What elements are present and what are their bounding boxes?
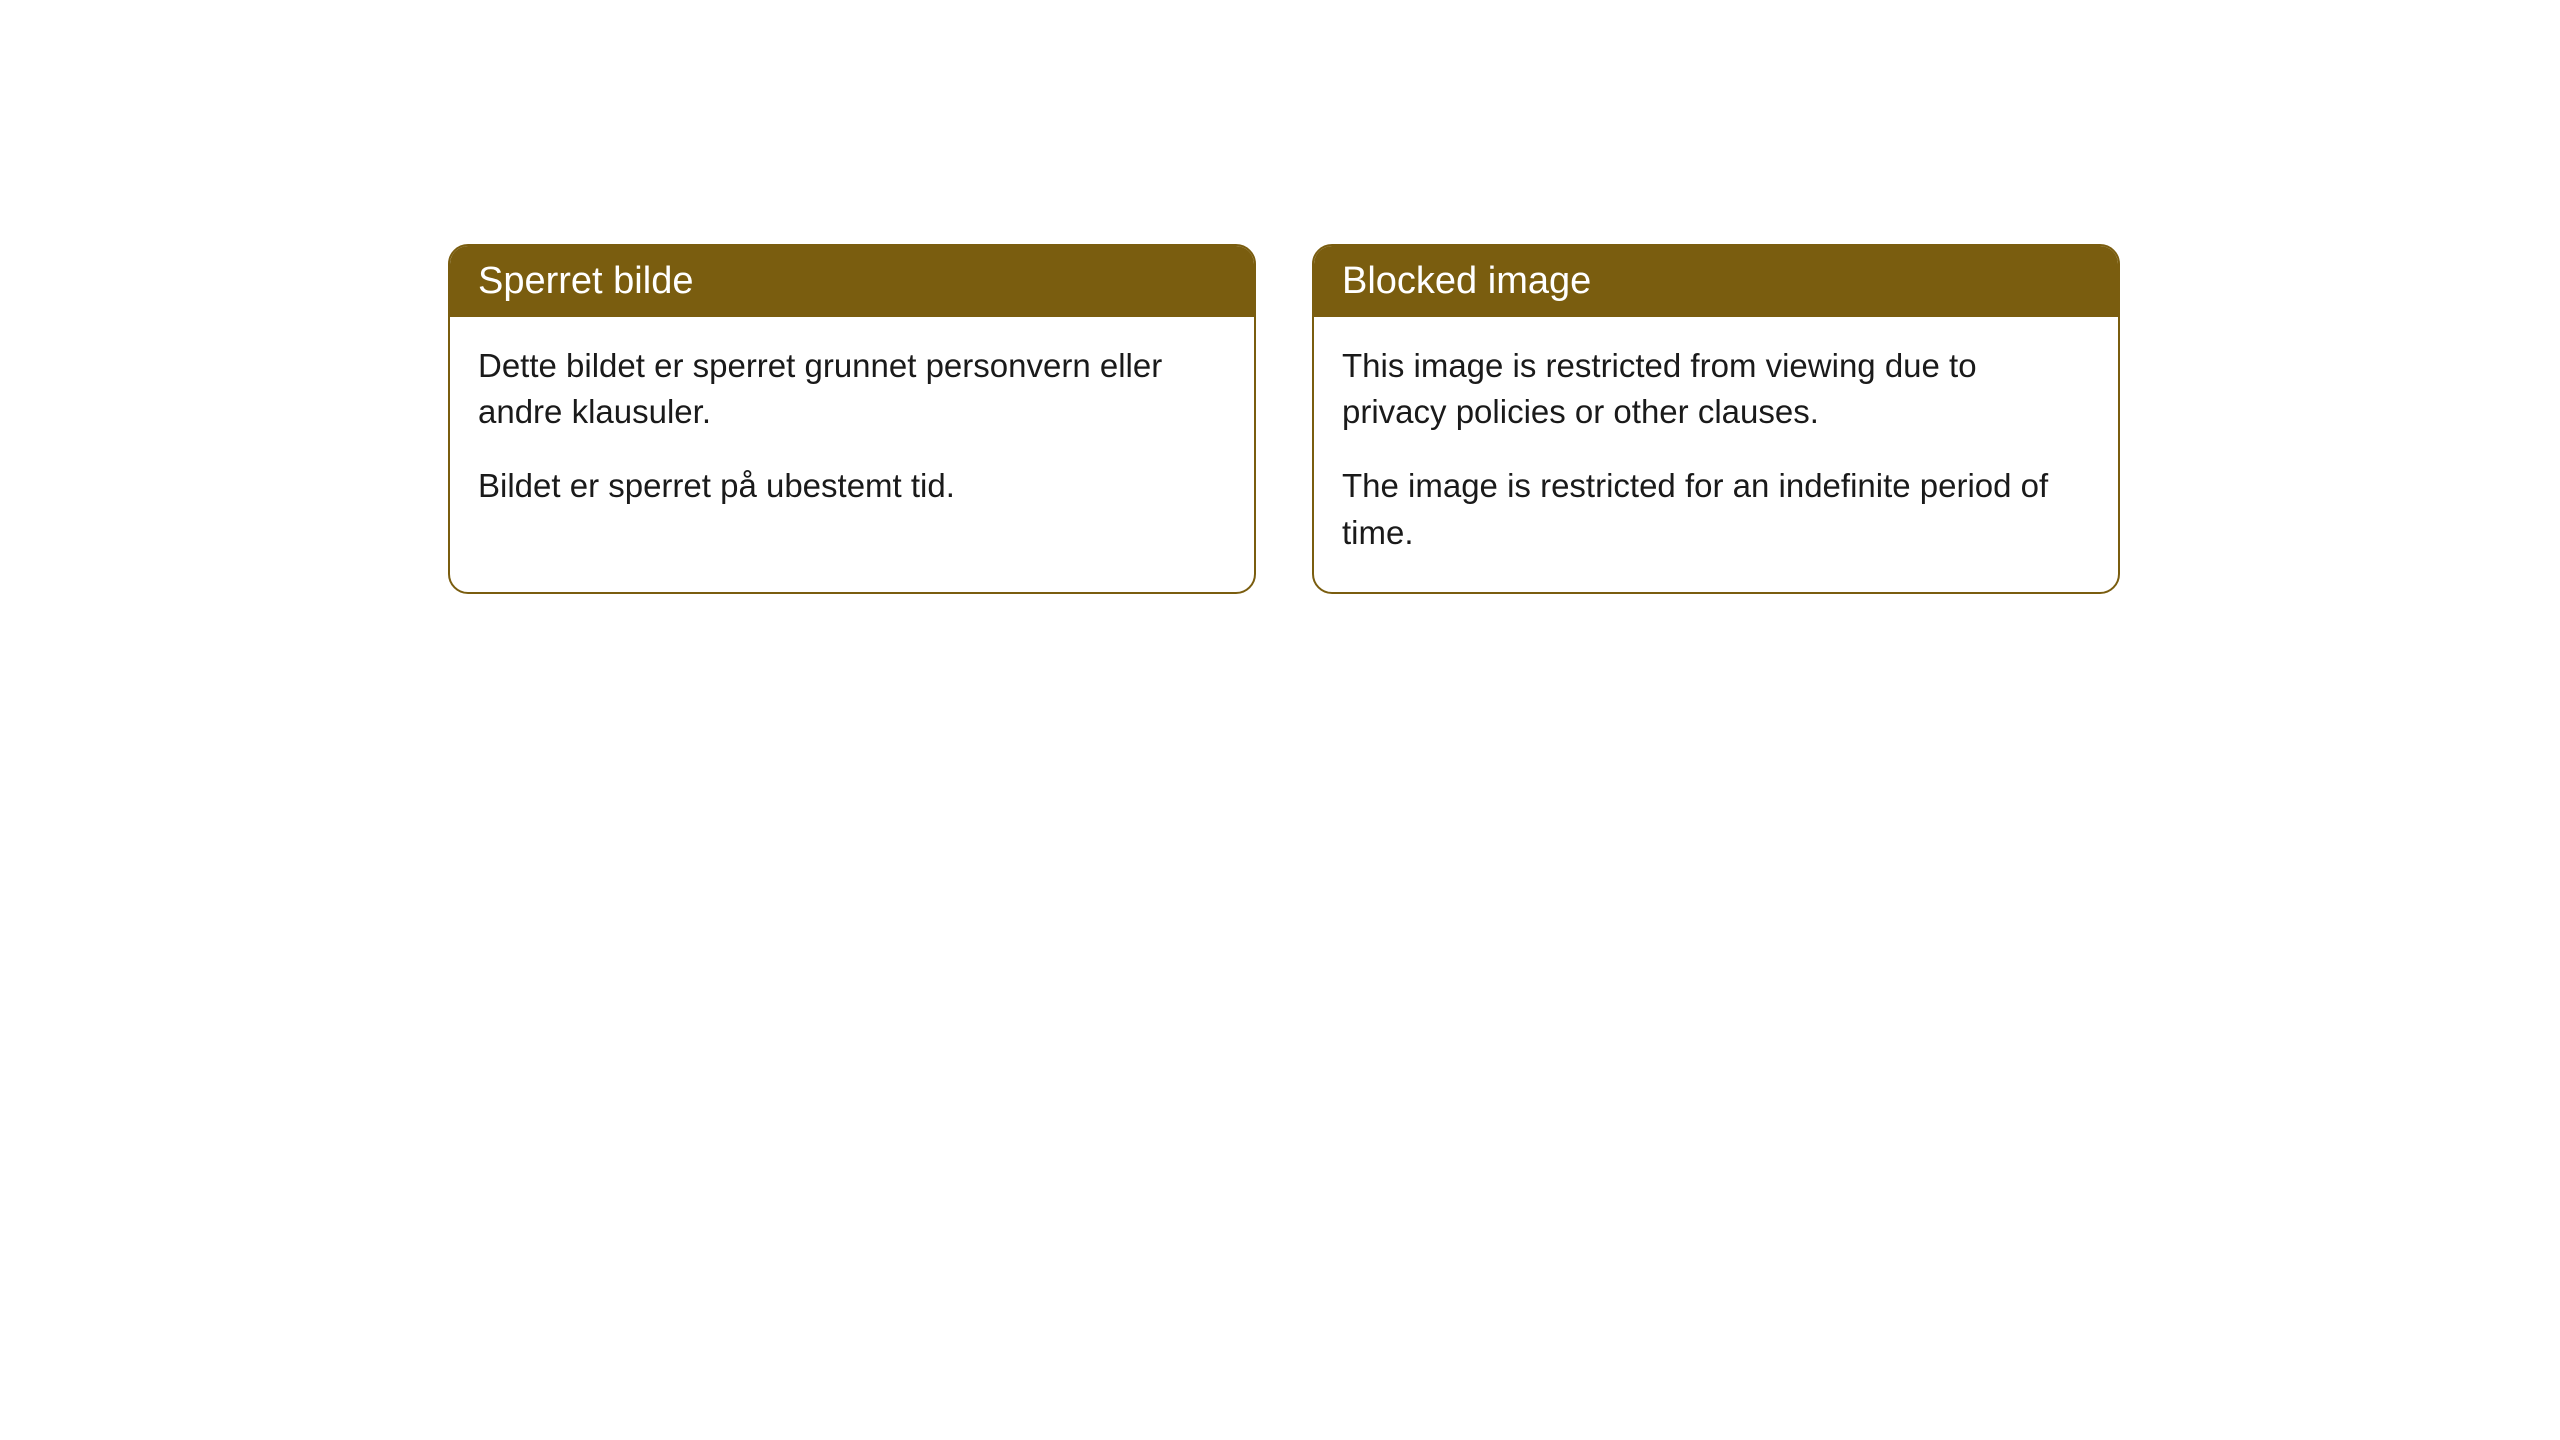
card-body: Dette bildet er sperret grunnet personve…	[450, 317, 1254, 546]
card-paragraph: This image is restricted from viewing du…	[1342, 343, 2090, 435]
card-title: Sperret bilde	[478, 260, 693, 302]
card-paragraph: Dette bildet er sperret grunnet personve…	[478, 343, 1226, 435]
card-header: Blocked image	[1314, 246, 2118, 317]
card-body: This image is restricted from viewing du…	[1314, 317, 2118, 592]
notice-card-norwegian: Sperret bilde Dette bildet er sperret gr…	[448, 244, 1256, 594]
notice-cards-container: Sperret bilde Dette bildet er sperret gr…	[0, 0, 2560, 594]
card-paragraph: Bildet er sperret på ubestemt tid.	[478, 463, 1226, 509]
card-header: Sperret bilde	[450, 246, 1254, 317]
card-paragraph: The image is restricted for an indefinit…	[1342, 463, 2090, 555]
card-title: Blocked image	[1342, 260, 1591, 302]
notice-card-english: Blocked image This image is restricted f…	[1312, 244, 2120, 594]
